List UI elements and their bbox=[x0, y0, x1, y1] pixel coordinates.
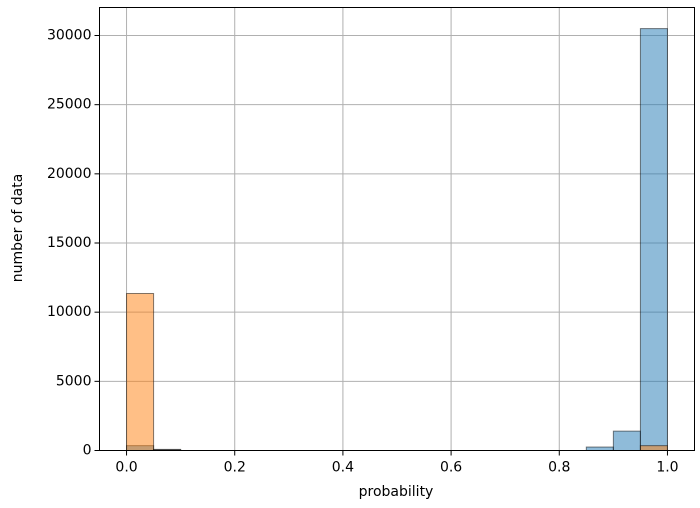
x-tick-label: 0.0 bbox=[115, 460, 137, 476]
x-tick-label: 0.4 bbox=[332, 460, 354, 476]
axes: 0.0 0.2 0.4 0.6 0.8 1.0 0 5000 10000 15000 20000 25… bbox=[47, 28, 679, 476]
y-tick-label: 5000 bbox=[56, 373, 92, 389]
x-tick-label: 0.6 bbox=[440, 460, 462, 476]
y-tick-label: 20000 bbox=[47, 166, 92, 182]
grid bbox=[99, 7, 695, 451]
x-tick-label: 1.0 bbox=[656, 460, 678, 476]
bar bbox=[612, 430, 641, 451]
y-tick-label: 10000 bbox=[47, 304, 92, 320]
y-tick-label: 30000 bbox=[47, 28, 92, 44]
x-tick-label: 0.8 bbox=[548, 460, 570, 476]
y-tick-label: 0 bbox=[83, 443, 92, 459]
y-tick-label: 15000 bbox=[47, 235, 92, 251]
x-axis-label: probability bbox=[359, 484, 434, 500]
bar bbox=[126, 292, 155, 451]
bar bbox=[639, 445, 668, 452]
bar bbox=[639, 28, 668, 451]
bars bbox=[126, 28, 668, 452]
y-tick-label: 25000 bbox=[47, 97, 92, 113]
x-tick-label: 0.2 bbox=[224, 460, 246, 476]
y-axis-label: number of data bbox=[10, 174, 26, 283]
plot-frame bbox=[99, 7, 695, 451]
bar bbox=[585, 446, 614, 452]
